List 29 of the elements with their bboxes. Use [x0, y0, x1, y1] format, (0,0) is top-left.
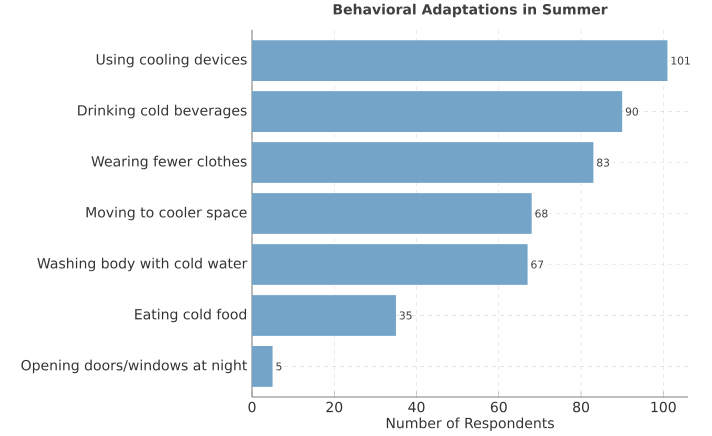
- y-tick-label: Moving to cooler space: [86, 206, 247, 220]
- data-label: 35: [400, 311, 412, 320]
- data-label: 67: [531, 260, 544, 269]
- y-tick-label: Washing body with cold water: [37, 258, 248, 272]
- y-tick-label: Opening doors/windows at night: [21, 360, 247, 374]
- bar: [252, 346, 273, 387]
- chart-title: Behavioral Adaptations in Summer: [334, 4, 608, 18]
- y-tick-label: Drinking cold beverages: [78, 104, 247, 118]
- data-label: 101: [672, 56, 690, 65]
- y-tick-label: Wearing fewer clothes: [91, 156, 247, 170]
- x-tick-label: 80: [573, 402, 590, 412]
- x-tick-label: 20: [326, 402, 342, 412]
- y-tick-label: Using cooling devices: [96, 54, 247, 68]
- data-label: 5: [276, 362, 282, 370]
- data-label: 83: [597, 158, 610, 167]
- x-tick-label: 60: [490, 402, 507, 412]
- y-tick-label: Eating cold food: [135, 308, 246, 322]
- x-tick-label: 100: [651, 402, 676, 412]
- bar: [252, 40, 668, 81]
- data-label: 68: [535, 209, 548, 218]
- x-tick-label: 0: [248, 402, 256, 412]
- bar: [252, 193, 532, 234]
- bar: [252, 295, 396, 336]
- data-label: 90: [626, 108, 638, 116]
- bar: [252, 91, 622, 132]
- x-axis-title: Number of Respondents: [386, 417, 554, 432]
- bar: [252, 244, 528, 285]
- x-tick-label: 40: [408, 402, 424, 412]
- bar: [252, 142, 594, 183]
